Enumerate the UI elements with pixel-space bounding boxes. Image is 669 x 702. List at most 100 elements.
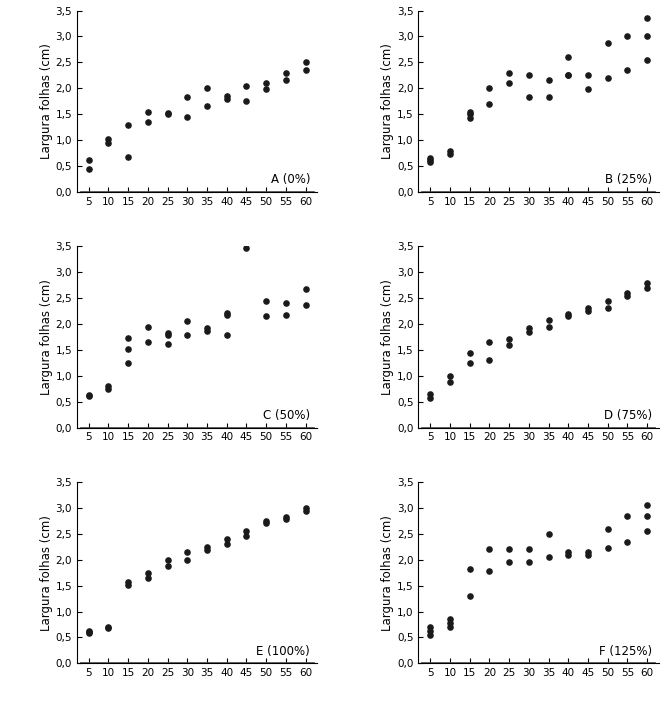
Point: [123, 343, 134, 355]
Point: [241, 80, 252, 91]
Point: [622, 287, 633, 298]
Text: E (100%): E (100%): [256, 645, 310, 658]
Point: [602, 543, 613, 554]
Point: [583, 546, 593, 557]
Point: [543, 321, 554, 332]
Point: [123, 358, 134, 369]
Point: [103, 383, 114, 395]
Point: [84, 154, 94, 166]
Point: [201, 83, 212, 94]
Point: [221, 310, 232, 321]
Point: [103, 623, 114, 634]
Point: [300, 299, 311, 310]
Point: [221, 538, 232, 550]
Point: [300, 65, 311, 76]
Point: [103, 133, 114, 144]
Point: [504, 77, 514, 88]
Point: [103, 137, 114, 148]
Point: [300, 503, 311, 514]
Point: [163, 330, 173, 341]
Point: [543, 314, 554, 326]
Point: [182, 91, 193, 102]
Point: [280, 75, 291, 86]
Point: [583, 84, 593, 95]
Point: [221, 91, 232, 102]
Point: [142, 572, 153, 583]
Point: [182, 316, 193, 327]
Point: [464, 347, 475, 358]
Point: [261, 518, 272, 529]
Point: [622, 290, 633, 301]
Point: [563, 69, 573, 81]
Point: [563, 549, 573, 560]
Text: B (25%): B (25%): [605, 173, 652, 187]
Point: [642, 54, 652, 65]
Point: [524, 69, 535, 81]
Point: [241, 242, 252, 253]
Point: [163, 560, 173, 571]
Point: [280, 298, 291, 309]
Point: [445, 146, 456, 157]
Point: [464, 590, 475, 602]
Point: [280, 67, 291, 79]
Point: [123, 119, 134, 130]
Text: D (75%): D (75%): [603, 409, 652, 422]
Point: [142, 321, 153, 332]
Point: [261, 310, 272, 322]
Point: [445, 376, 456, 388]
Point: [261, 295, 272, 306]
Point: [425, 154, 436, 166]
Point: [221, 330, 232, 341]
Point: [602, 295, 613, 306]
Point: [642, 282, 652, 293]
Text: A (0%): A (0%): [271, 173, 310, 187]
Point: [221, 534, 232, 545]
Point: [504, 67, 514, 79]
Point: [464, 106, 475, 117]
Point: [261, 77, 272, 88]
Point: [642, 13, 652, 24]
Point: [563, 69, 573, 81]
Point: [484, 355, 495, 366]
Point: [280, 512, 291, 523]
Point: [241, 526, 252, 537]
Point: [163, 338, 173, 350]
Point: [445, 621, 456, 633]
Point: [445, 617, 456, 628]
Point: [280, 514, 291, 525]
Point: [445, 614, 456, 625]
Point: [182, 111, 193, 122]
Point: [142, 336, 153, 347]
Point: [142, 567, 153, 578]
Point: [583, 69, 593, 81]
Point: [504, 557, 514, 568]
Point: [622, 65, 633, 76]
Point: [642, 31, 652, 42]
Point: [524, 322, 535, 333]
Point: [504, 333, 514, 344]
Point: [182, 330, 193, 341]
Point: [543, 552, 554, 563]
Point: [563, 308, 573, 319]
Point: [464, 112, 475, 124]
Point: [163, 554, 173, 565]
Point: [300, 283, 311, 294]
Point: [261, 515, 272, 526]
Point: [221, 93, 232, 104]
Point: [484, 336, 495, 347]
Point: [524, 326, 535, 338]
Point: [103, 380, 114, 392]
Point: [445, 370, 456, 381]
Point: [543, 75, 554, 86]
Point: [425, 388, 436, 399]
Point: [163, 107, 173, 119]
Point: [524, 91, 535, 102]
Point: [425, 152, 436, 164]
Point: [524, 544, 535, 555]
Point: [182, 546, 193, 557]
Point: [464, 109, 475, 120]
Point: [84, 628, 94, 639]
Point: [622, 510, 633, 522]
Point: [201, 325, 212, 336]
Point: [280, 309, 291, 320]
